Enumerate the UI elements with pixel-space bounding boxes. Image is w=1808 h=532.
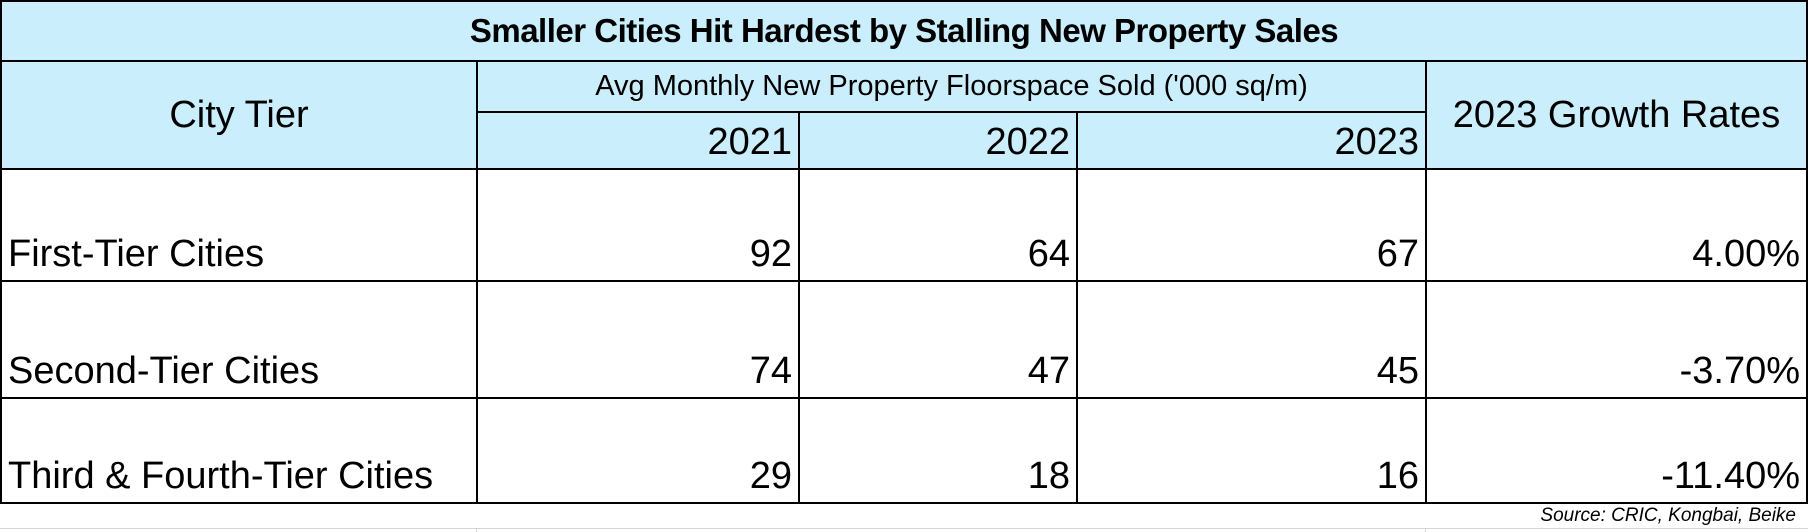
header-growth: 2023 Growth Rates <box>1425 60 1808 170</box>
row-tier: First-Tier Cities <box>0 168 478 282</box>
header-city-tier: City Tier <box>0 60 478 170</box>
cell-2021: 92 <box>476 168 800 282</box>
cell-2022: 47 <box>798 280 1078 399</box>
source-note: Source: CRIC, Kongbai, Beike <box>1540 505 1796 526</box>
header-year-2022: 2022 <box>798 111 1078 170</box>
gridline <box>476 528 477 532</box>
cell-2023: 67 <box>1076 168 1427 282</box>
table-title: Smaller Cities Hit Hardest by Stalling N… <box>0 0 1808 62</box>
header-year-2021: 2021 <box>476 111 800 170</box>
gridline <box>0 528 1808 529</box>
cell-growth: -11.40% <box>1425 397 1808 504</box>
cell-2023: 45 <box>1076 280 1427 399</box>
row-tier: Third & Fourth-Tier Cities <box>0 397 478 504</box>
cell-growth: 4.00% <box>1425 168 1808 282</box>
header-group: Avg Monthly New Property Floorspace Sold… <box>476 60 1427 113</box>
cell-2023: 16 <box>1076 397 1427 504</box>
header-year-2023: 2023 <box>1076 111 1427 170</box>
cell-2021: 74 <box>476 280 800 399</box>
gridline <box>1425 528 1426 532</box>
row-tier: Second-Tier Cities <box>0 280 478 399</box>
cell-2022: 64 <box>798 168 1078 282</box>
cell-2022: 18 <box>798 397 1078 504</box>
cell-growth: -3.70% <box>1425 280 1808 399</box>
cell-2021: 29 <box>476 397 800 504</box>
